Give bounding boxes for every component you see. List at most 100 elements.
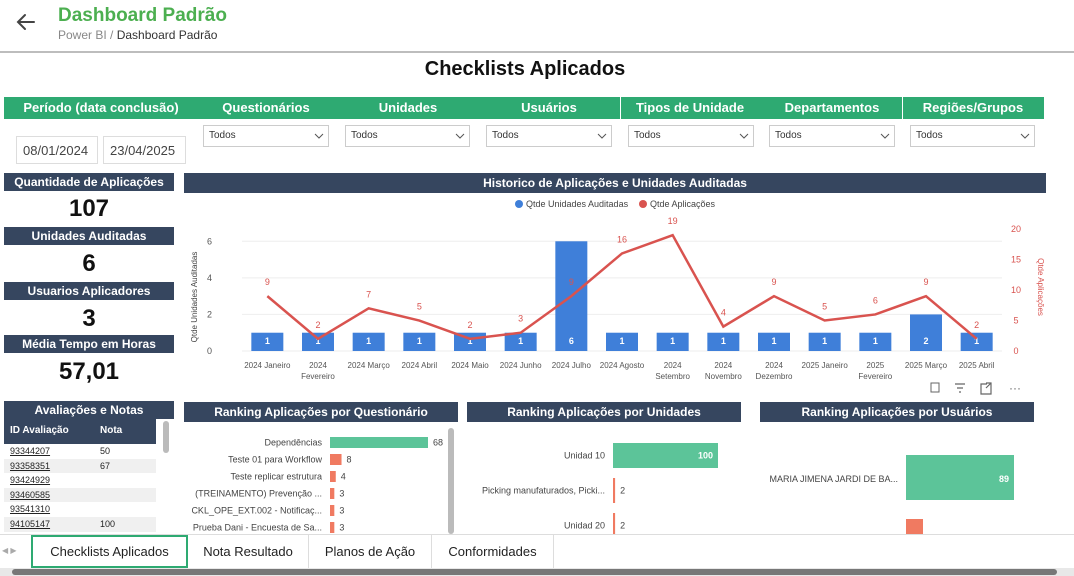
ranking-bar [330,471,336,482]
bar-data-label: 1 [265,336,270,346]
legend-label-aplicacoes: Qtde Aplicações [650,199,716,209]
line-data-label: 9 [923,277,928,287]
dropdown-departamentos[interactable]: Todos [769,125,895,147]
bar-value-label: 2 [620,486,625,496]
bar-data-label: 1 [974,336,979,346]
category-label: (TREINAMENTO) Prevenção ... [195,489,322,499]
date-start-input[interactable]: 08/01/2024 [16,136,98,164]
table-row[interactable]: 93541310 [4,502,156,517]
back-arrow-icon[interactable] [12,8,40,36]
filter-label-usuarios: Usuários [521,100,577,115]
category-label: Picking manufaturados, Picki... [482,486,605,496]
line-data-label: 3 [518,314,523,324]
cell-nota: 50 [100,446,111,456]
table-scrollbar[interactable] [163,421,169,453]
cell-id: 93358351 [4,459,95,474]
table-row[interactable]: 94105147 100 [4,516,156,532]
cell-id: 93344207 [4,444,95,459]
x-tick-label: 2024 Junho [500,361,542,370]
x-tick-label: 2024 Maio [451,361,489,370]
bar-unidades [859,332,892,351]
cell-nota [95,488,156,503]
evaluation-link[interactable]: 93541310 [10,504,51,515]
y2-tick-label: 0 [1013,346,1018,356]
column-header-id[interactable]: ID Avaliação [10,425,69,436]
breadcrumb-root[interactable]: Power BI [58,28,107,42]
table-row[interactable]: 93424929 [4,473,156,488]
bar-unidades [352,332,385,351]
table-row[interactable]: 93460585 [4,487,156,503]
evaluation-link[interactable]: 94105147 [10,518,51,529]
scrollbar-thumb[interactable] [12,569,1057,575]
bar-data-label: 1 [366,336,371,346]
bar-data-label: 1 [417,336,422,346]
more-options-icon: ··· [1009,381,1021,395]
dropdown-tipos[interactable]: Todos [628,125,754,147]
category-label: CKL_OPE_EXT.002 - Notificaç... [191,506,322,516]
category-label: Teste 01 para Workflow [228,455,322,465]
ranking-bar [330,437,428,448]
bar-value-label: 3 [339,506,344,516]
filter-icon [955,383,965,393]
bar-data-label: 1 [518,336,523,346]
ranking-bar-partial [906,519,923,535]
kpi-value-tempo: 57,01 [58,358,120,385]
kpi-value-unidades: 6 [82,250,96,277]
filter-separator [902,97,903,119]
bar-unidades [403,332,436,351]
evaluation-link[interactable]: 93344207 [10,446,51,456]
bar-unidades [960,332,993,351]
category-label: Unidad 20 [564,521,605,531]
horizontal-scrollbar[interactable] [0,568,1074,576]
bar-data-label: 1 [467,336,472,346]
bar-data-label: 1 [721,336,726,346]
table-row[interactable]: 93344207 50 [4,444,156,459]
evaluation-link[interactable]: 93358351 [10,460,51,471]
date-end-input[interactable]: 23/04/2025 [103,136,186,164]
chevron-down-icon [597,133,607,139]
tab-nota-resultado[interactable]: Nota Resultado [188,535,309,568]
line-data-label: 19 [668,216,678,226]
y2-tick-label: 5 [1013,316,1018,326]
category-label: MARIA JIMENA JARDI DE BA... [769,474,898,484]
dropdown-usuarios[interactable]: Todos [486,125,612,147]
x-tick-label: 2024 [765,361,783,370]
bar-data-label: 1 [771,336,776,346]
y2-tick-label: 20 [1011,224,1021,234]
line-data-label: 5 [417,302,422,312]
tab-planos-de-acao[interactable]: Planos de Ação [309,535,432,568]
evaluation-link[interactable]: 93424929 [10,475,51,486]
tab-checklists-aplicados[interactable]: Checklists Aplicados [31,535,188,568]
ranking-bar [330,505,335,516]
table-header: ID Avaliação Nota [4,418,156,444]
copy-icon [930,382,940,393]
evaluation-link[interactable]: 93460585 [10,489,51,500]
header-divider [0,51,1074,53]
breadcrumb-separator: / [106,28,117,42]
x-tick-label: 2025 Abril [959,361,995,370]
chart-title-usuarios: Ranking Aplicações por Usuários [760,402,1034,422]
dropdown-questionarios[interactable]: Todos [203,125,329,147]
legend-marker-aplicacoes [639,200,647,208]
column-header-nota[interactable]: Nota [100,425,123,436]
y2-tick-label: 15 [1011,255,1021,265]
dropdown-unidades[interactable]: Todos [345,125,470,147]
cell-id: 93541310 [4,502,95,517]
avaliacoes-table: ID Avaliação Nota 93344207 50 93358351 67 93… [4,418,156,532]
table-row[interactable]: 93358351 67 [4,458,156,474]
ranking-bar [613,443,718,468]
filter-separator [620,97,621,119]
bar-unidades [251,332,284,351]
line-aplicacoes [266,233,978,341]
ranking-scrollbar[interactable] [448,428,454,534]
line-data-label: 4 [721,308,726,318]
x-tick-label: 2025 [866,361,884,370]
dropdown-regioes[interactable]: Todos [910,125,1035,147]
cell-nota [95,473,156,488]
ranking-bar [330,522,335,533]
kpi-label-tempo: Média Tempo em Horas [4,335,174,353]
dropdown-value: Todos [634,130,661,141]
tab-nav-arrows-icon[interactable]: ◀ ▶ [2,546,17,555]
tab-conformidades[interactable]: Conformidades [432,535,554,568]
legend-label-unidades: Qtde Unidades Auditadas [526,199,629,209]
